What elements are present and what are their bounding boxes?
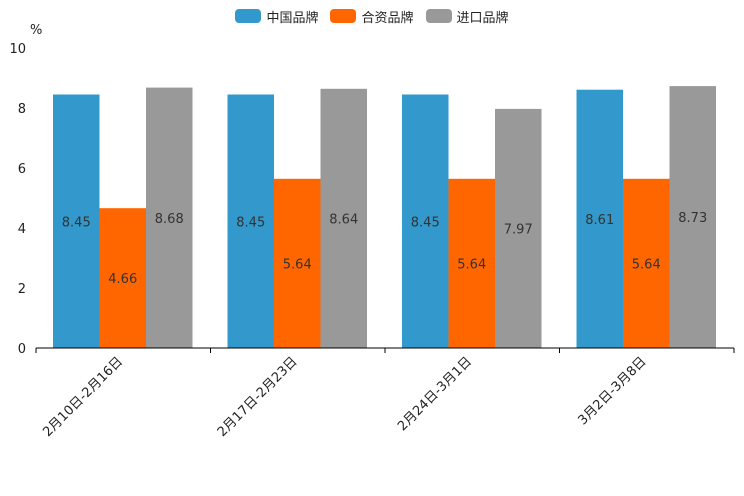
bar-value-label: 8.68	[155, 212, 184, 227]
x-tick-label: 3月2日-3月8日	[575, 354, 649, 428]
bar-value-label: 8.64	[329, 212, 358, 227]
legend-item-china-brand[interactable]: 中国品牌	[235, 7, 318, 26]
value-labels-group: 8.45 4.66 8.68 8.45 5.64 8.64 8.45 5.64 7.97 8.61…	[62, 211, 707, 287]
legend-item-joint-venture-brand[interactable]: 合资品牌	[330, 7, 414, 26]
y-axis-unit-label: %	[30, 23, 42, 38]
y-tick-label: 4	[18, 222, 26, 237]
y-axis: 0 2 4 6 8 10	[9, 42, 26, 357]
bar[interactable]	[448, 178, 496, 348]
x-tick-label: 2月10日-2月16日	[40, 354, 126, 440]
legend-label-joint-venture-brand: 合资品牌	[361, 10, 414, 26]
bar-value-label: 5.64	[283, 257, 312, 272]
bar-value-label: 4.66	[108, 272, 137, 287]
legend-label-import-brand: 进口品牌	[456, 10, 509, 26]
legend-item-import-brand[interactable]: 进口品牌	[425, 7, 509, 26]
bar-value-label: 5.64	[457, 257, 486, 272]
bar-value-label: 5.64	[632, 257, 661, 272]
bar-value-label: 8.45	[411, 215, 440, 230]
bar[interactable]	[99, 208, 147, 348]
bar[interactable]	[402, 94, 449, 349]
legend-label-china-brand: 中国品牌	[266, 10, 319, 26]
bar-value-label: 8.45	[62, 215, 91, 230]
bar-value-label: 8.73	[678, 211, 707, 226]
y-tick-label: 0	[18, 342, 26, 357]
legend-swatch-joint-venture-brand	[330, 9, 357, 23]
legend-swatch-import-brand	[425, 9, 452, 23]
y-tick-label: 2	[18, 282, 26, 297]
y-tick-label: 10	[9, 42, 26, 57]
bar[interactable]	[274, 178, 321, 348]
bar[interactable]	[623, 178, 670, 348]
bar-value-label: 8.45	[236, 215, 265, 230]
y-tick-label: 8	[18, 102, 26, 117]
x-axis: 2月10日-2月16日 2月17日-2月23日 2月24日-3月1日 3月2日-3月8…	[35, 348, 735, 440]
bar[interactable]	[227, 94, 275, 349]
bar[interactable]	[576, 89, 624, 348]
legend: 中国品牌 合资品牌 进口品牌	[0, 6, 744, 26]
bar[interactable]	[669, 86, 717, 348]
bar[interactable]	[53, 94, 100, 349]
x-tick-label: 2月17日-2月23日	[215, 354, 301, 440]
bars-group	[53, 86, 717, 349]
bar[interactable]	[320, 88, 368, 349]
bar[interactable]	[495, 108, 542, 349]
bar[interactable]	[146, 87, 193, 348]
legend-swatch-china-brand	[235, 9, 262, 23]
bar-value-label: 7.97	[504, 222, 533, 237]
x-tick-label: 2月24日-3月1日	[395, 354, 475, 434]
y-tick-label: 6	[18, 162, 26, 177]
bar-value-label: 8.61	[585, 213, 614, 228]
